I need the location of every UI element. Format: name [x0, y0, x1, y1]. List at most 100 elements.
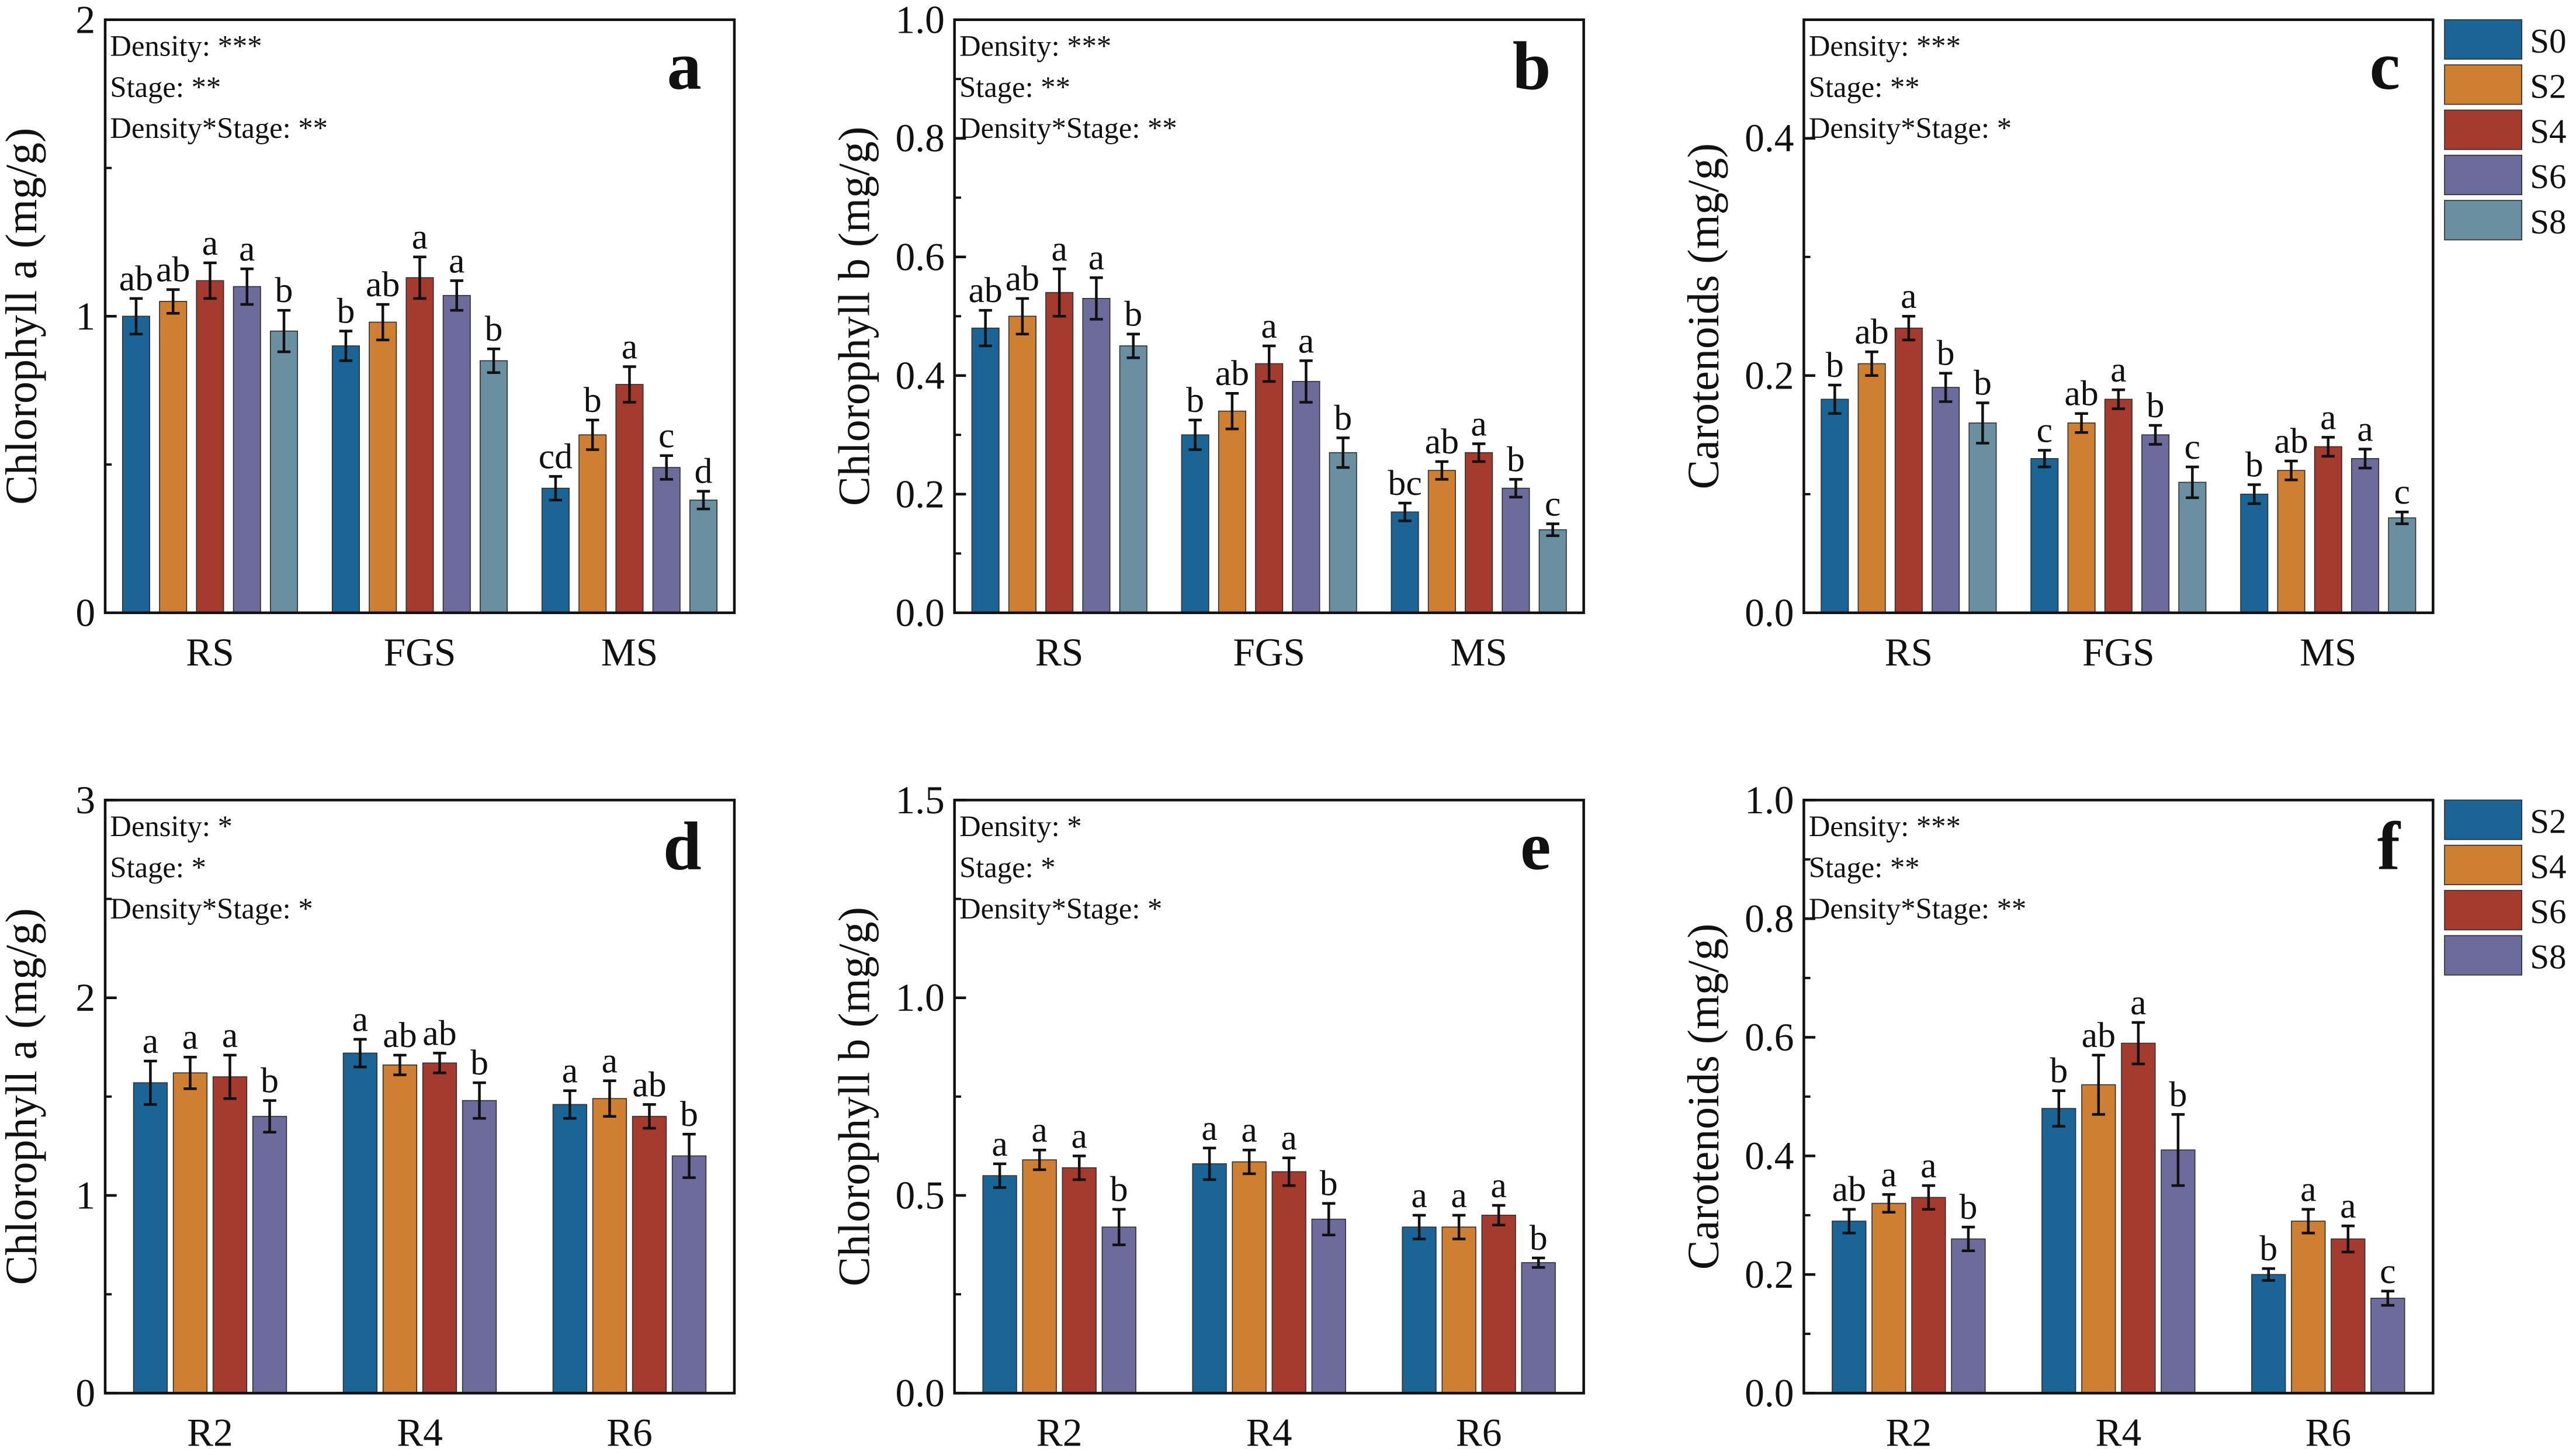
legend-swatch — [2444, 200, 2522, 241]
bar-S2-MS — [2277, 470, 2305, 613]
bar-S2-MS — [578, 434, 607, 613]
error-bar — [2381, 1289, 2395, 1307]
bar-S2-R4 — [342, 1052, 378, 1394]
panel-a: ab aba abRSbabaabFGScdbacdMS012Chlorophyll… — [0, 0, 736, 674]
significance-letter: b — [337, 292, 355, 331]
significance-letter: a — [2300, 1170, 2316, 1209]
bar-S8-RS — [269, 330, 299, 613]
x-tick-label: RS — [1885, 630, 1933, 674]
anova-stat: Density: *** — [1809, 30, 1961, 63]
error-bar — [2321, 436, 2335, 458]
y-tick-label: 1.0 — [895, 0, 944, 41]
y-axis-title: Carotenoids (mg/g) — [1679, 143, 1728, 489]
significance-letter: c — [2394, 472, 2410, 512]
legend-1: S0 S2 S4 S6 S8 — [2444, 19, 2567, 241]
significance-letter: b — [2147, 386, 2165, 425]
bar-S8-MS — [689, 500, 718, 613]
x-tick-label: R2 — [187, 1410, 233, 1449]
legend-swatch — [2444, 935, 2522, 976]
significance-letter: a — [1490, 1166, 1506, 1205]
significance-letter: a — [1281, 1118, 1296, 1158]
x-tick-label: FGS — [1233, 630, 1305, 674]
significance-letter: c — [2037, 411, 2053, 450]
error-bar — [1225, 391, 1239, 431]
bar-S8-RS — [1968, 422, 1997, 613]
significance-letter: ab — [422, 1013, 456, 1053]
bar-S0-MS — [541, 487, 570, 613]
x-tick-label: R6 — [1456, 1410, 1502, 1449]
error-bar — [1922, 1184, 1936, 1211]
bar-S2-R6 — [2251, 1274, 2286, 1394]
significance-letter: a — [622, 327, 637, 366]
y-tick-label: 1 — [75, 1174, 95, 1218]
anova-stat: Density: * — [110, 810, 232, 843]
error-bar — [1112, 1208, 1126, 1246]
legend-label: S4 — [2530, 112, 2566, 151]
error-bar — [1262, 344, 1276, 383]
bar-S8-R2 — [252, 1115, 287, 1394]
anova-stat: Stage: * — [959, 851, 1055, 883]
bar-S6-MS — [2351, 458, 2380, 613]
significance-letter: c — [2185, 427, 2200, 467]
bar-S6-MS — [652, 467, 681, 613]
bar-S4-MS — [615, 384, 644, 613]
significance-letter: a — [1051, 229, 1067, 269]
error-bar — [2284, 459, 2298, 481]
significance-letter: a — [1451, 1176, 1466, 1215]
error-bar — [1828, 383, 1842, 415]
legend-swatch — [2444, 64, 2522, 105]
x-tick-label: MS — [1450, 630, 1507, 674]
significance-letter: a — [143, 1021, 158, 1061]
significance-letter: a — [1881, 1155, 1897, 1194]
anova-stat: Density*Stage: ** — [959, 112, 1177, 144]
y-tick-label: 0.8 — [895, 116, 944, 160]
significance-letter: a — [1298, 321, 1314, 360]
x-tick-label: R6 — [606, 1410, 653, 1449]
bar-S2-R2 — [133, 1082, 168, 1394]
y-tick-label: 0.0 — [1745, 1371, 1794, 1415]
error-bar — [473, 1081, 486, 1120]
error-bar — [993, 1162, 1007, 1189]
x-tick-label: RS — [1035, 630, 1084, 674]
significance-letter: a — [352, 1000, 368, 1039]
significance-letter: ab — [1832, 1170, 1866, 1209]
x-tick-label: MS — [2300, 630, 2357, 674]
y-tick-label: 0.0 — [895, 1371, 944, 1415]
legend-swatch — [2444, 109, 2522, 150]
y-tick-label: 0.4 — [1745, 116, 1794, 160]
significance-letter: b — [1826, 345, 1844, 385]
bar-S6-R4 — [422, 1062, 457, 1394]
panel-letter: b — [1513, 27, 1551, 104]
error-bar — [1435, 460, 1449, 481]
x-tick-label: R4 — [1246, 1410, 1292, 1449]
error-bar — [166, 288, 180, 315]
error-bar — [2075, 412, 2088, 434]
x-tick-label: FGS — [384, 630, 456, 674]
significance-letter: a — [1901, 276, 1916, 316]
significance-letter: b — [1530, 1218, 1548, 1258]
significance-letter: b — [1507, 439, 1525, 479]
legend-swatch — [2444, 154, 2522, 196]
legend-label: S6 — [2530, 157, 2566, 196]
bar-S6-R6 — [632, 1115, 667, 1394]
anova-stat: Density: *** — [110, 30, 262, 63]
error-bar — [2148, 424, 2162, 446]
error-bar — [1902, 315, 1916, 342]
bar-S2-FGS — [2067, 422, 2096, 613]
y-tick-label: 0.0 — [895, 591, 944, 635]
legend-swatch — [2444, 19, 2522, 60]
bar-S8-MS — [2388, 517, 2416, 613]
error-bar — [2038, 449, 2051, 469]
bar-S6-R4 — [2121, 1042, 2156, 1394]
significance-letter: a — [2320, 397, 2336, 437]
bar-S8-FGS — [479, 360, 508, 613]
y-tick-label: 0 — [75, 1371, 95, 1415]
bar-S8-R2 — [1951, 1238, 1986, 1394]
bar-S4-R2 — [1022, 1159, 1057, 1394]
significance-letter: a — [449, 241, 464, 280]
bar-S2-R4 — [1192, 1163, 1227, 1394]
bar-S4-FGS — [1255, 363, 1284, 613]
error-bar — [393, 1053, 407, 1076]
